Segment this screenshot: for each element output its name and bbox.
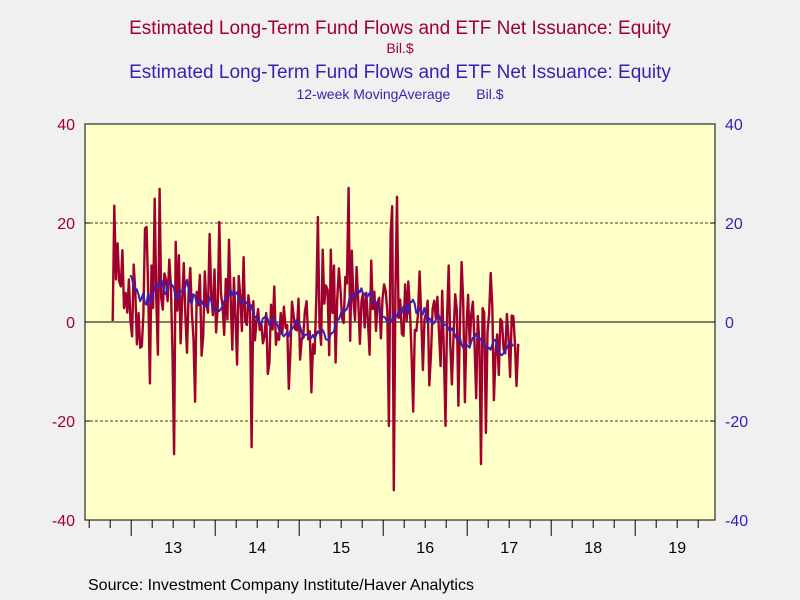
chart-title-series-1: Estimated Long-Term Fund Flows and ETF N… — [129, 18, 671, 39]
chart-subtitle-series-2: 12-week MovingAverage Bil.$ — [0, 86, 800, 102]
y-tick-label-right: 20 — [725, 216, 743, 233]
y-tick-label-left: 40 — [57, 117, 75, 134]
y-tick-label-left: 20 — [57, 216, 75, 233]
series-line-weekly-flows — [111, 186, 520, 492]
y-tick-label-left: -20 — [52, 414, 75, 431]
x-tick-label: 15 — [332, 540, 350, 557]
chart-units-series-1: Bil.$ — [386, 40, 414, 56]
y-tick-label-right: -20 — [725, 414, 748, 431]
y-tick-label-left: 0 — [66, 315, 75, 332]
y-tick-label-left: -40 — [52, 513, 75, 530]
source-note: Source: Investment Company Institute/Hav… — [88, 577, 474, 594]
chart-units-series-2: Bil.$ — [476, 86, 504, 102]
chart-subtitle-moving-average: 12-week MovingAverage — [296, 86, 451, 102]
x-tick-label: 16 — [416, 540, 434, 557]
y-tick-label-right: 40 — [725, 117, 743, 134]
chart-title-series-2: Estimated Long-Term Fund Flows and ETF N… — [129, 62, 671, 83]
y-tick-label-right: -40 — [725, 513, 748, 530]
series-line-moving-average — [129, 274, 515, 357]
x-tick-label: 17 — [500, 540, 518, 557]
x-tick-label: 18 — [584, 540, 602, 557]
x-tick-label: 14 — [248, 540, 266, 557]
x-tick-label: 19 — [668, 540, 686, 557]
x-tick-label: 13 — [164, 540, 182, 557]
y-tick-label-right: 0 — [725, 315, 734, 332]
